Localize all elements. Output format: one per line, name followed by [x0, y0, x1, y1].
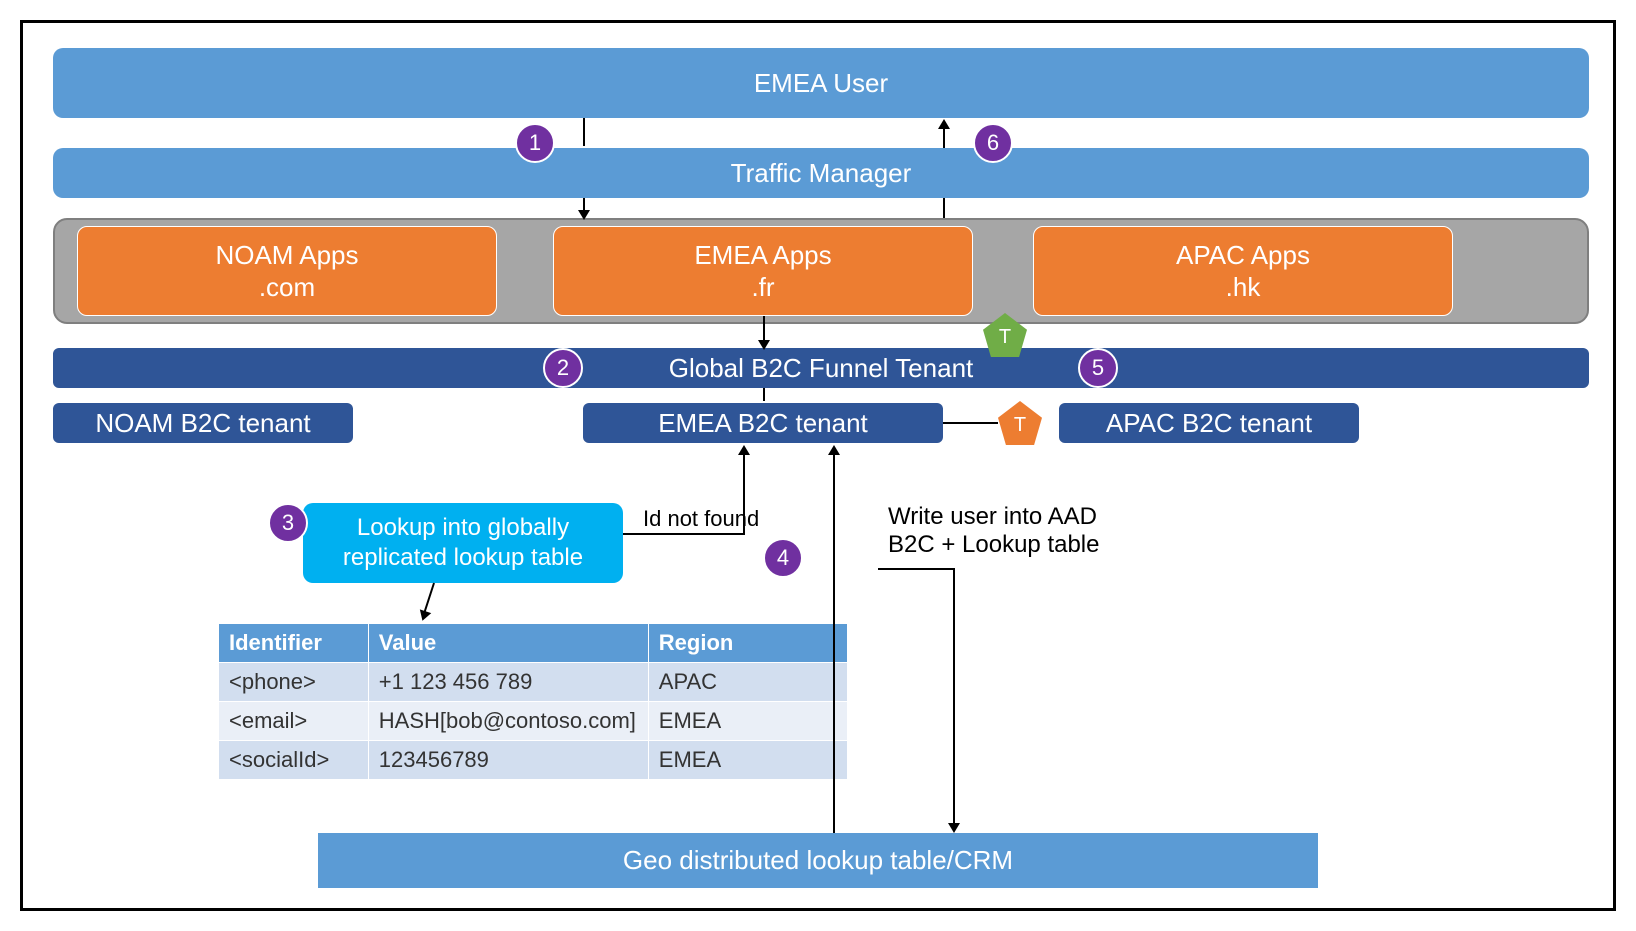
- label: NOAM B2C tenant: [95, 408, 310, 439]
- label-id-not-found: Id not found: [643, 506, 759, 532]
- label: EMEA User: [754, 68, 888, 99]
- table-row: <socialId> 123456789 EMEA: [219, 741, 848, 780]
- arrow: [623, 533, 743, 535]
- arrow: [424, 583, 435, 612]
- col-identifier: Identifier: [219, 624, 369, 663]
- col-region: Region: [648, 624, 847, 663]
- label: Traffic Manager: [731, 158, 912, 189]
- label-write-user: Write user into AAD B2C + Lookup table: [888, 503, 1100, 559]
- arrow: [833, 453, 835, 833]
- arrowhead: [948, 823, 960, 833]
- table-header-row: Identifier Value Region: [219, 624, 848, 663]
- arrowhead: [417, 609, 432, 622]
- box-global-b2c: Global B2C Funnel Tenant: [53, 348, 1589, 388]
- col-value: Value: [368, 624, 648, 663]
- label: Lookup into globally replicated lookup t…: [343, 513, 583, 573]
- arrowhead: [938, 119, 950, 129]
- lookup-table: Identifier Value Region <phone> +1 123 4…: [218, 623, 848, 780]
- box-noam-tenant: NOAM B2C tenant: [53, 403, 353, 443]
- arrowhead: [578, 210, 590, 220]
- box-traffic-manager: Traffic Manager: [53, 148, 1589, 198]
- badge-2: 2: [543, 348, 583, 388]
- box-lookup: Lookup into globally replicated lookup t…: [303, 503, 623, 583]
- arrow: [763, 388, 765, 401]
- pentagon-orange: T: [998, 401, 1042, 445]
- label: APAC B2C tenant: [1106, 408, 1312, 439]
- label: EMEA B2C tenant: [658, 408, 868, 439]
- table-row: <phone> +1 123 456 789 APAC: [219, 663, 848, 702]
- label: NOAM Apps .com: [215, 239, 358, 304]
- diagram-frame: EMEA User Traffic Manager NOAM Apps .com…: [20, 20, 1616, 911]
- arrow: [943, 127, 945, 148]
- badge-3: 3: [268, 503, 308, 543]
- table-row: <email> HASH[bob@contoso.com] EMEA: [219, 702, 848, 741]
- box-noam-apps: NOAM Apps .com: [77, 226, 497, 316]
- label: Geo distributed lookup table/CRM: [623, 845, 1013, 876]
- box-emea-user: EMEA User: [53, 48, 1589, 118]
- badge-5: 5: [1078, 348, 1118, 388]
- arrowhead: [738, 445, 750, 455]
- arrow: [583, 118, 585, 146]
- arrowhead: [758, 340, 770, 350]
- box-apac-tenant: APAC B2C tenant: [1059, 403, 1359, 443]
- box-apac-apps: APAC Apps .hk: [1033, 226, 1453, 316]
- label: EMEA Apps .fr: [694, 239, 831, 304]
- arrow: [878, 568, 955, 570]
- label: Global B2C Funnel Tenant: [669, 353, 974, 384]
- label: APAC Apps .hk: [1176, 239, 1310, 304]
- arrow: [943, 198, 945, 218]
- box-geo-crm: Geo distributed lookup table/CRM: [318, 833, 1318, 888]
- arrow: [953, 568, 955, 828]
- box-emea-apps: EMEA Apps .fr: [553, 226, 973, 316]
- badge-1: 1: [515, 123, 555, 163]
- badge-4: 4: [763, 538, 803, 578]
- arrow: [943, 422, 998, 424]
- badge-6: 6: [973, 123, 1013, 163]
- arrowhead: [828, 445, 840, 455]
- box-emea-tenant: EMEA B2C tenant: [583, 403, 943, 443]
